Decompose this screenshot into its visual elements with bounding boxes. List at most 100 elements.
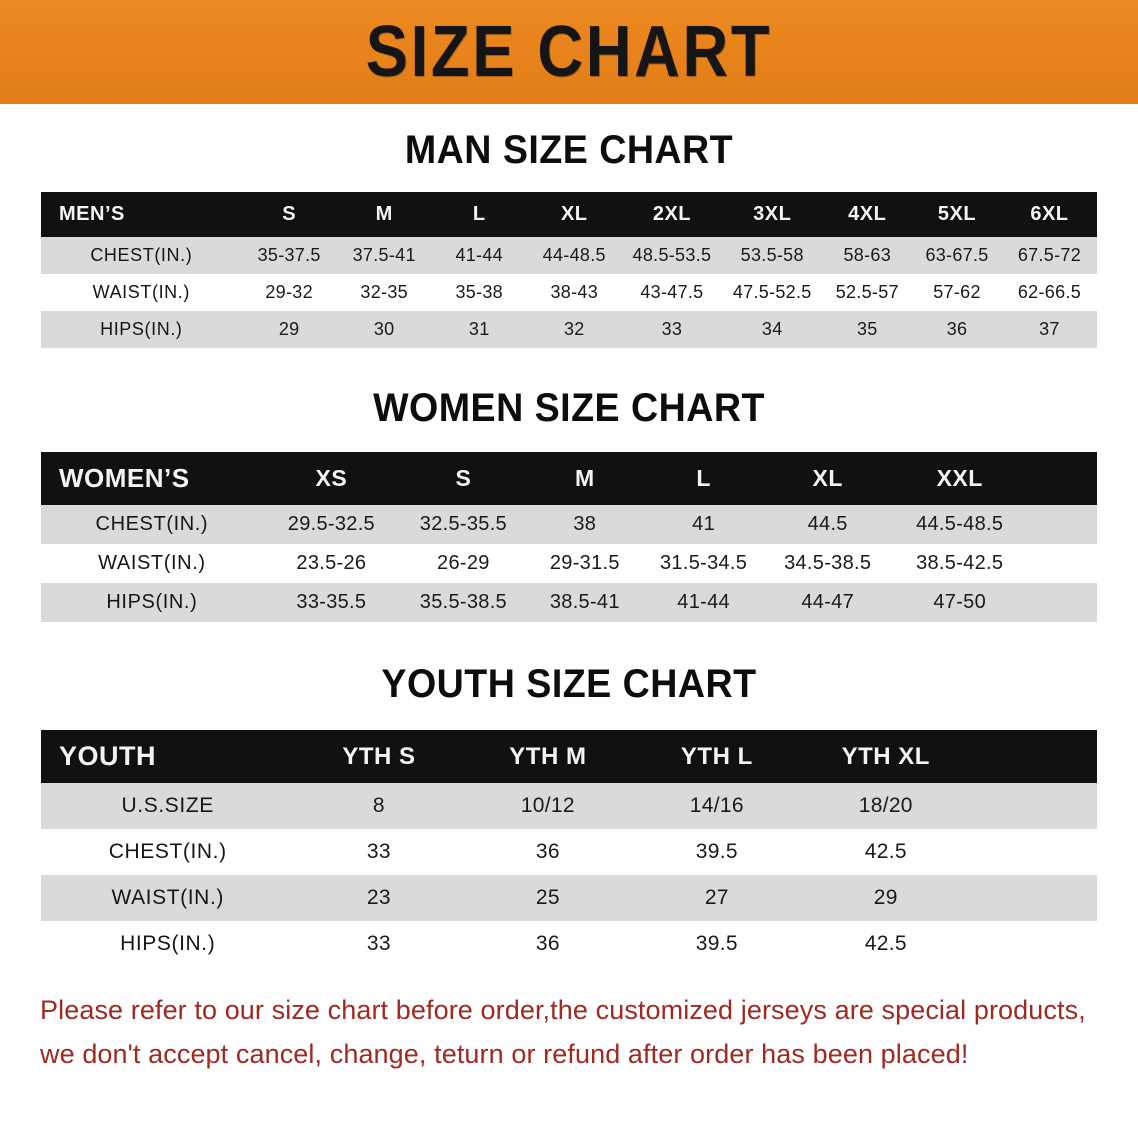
youth-table-body: U.S.SIZE 8 10/12 14/16 18/20 CHEST(IN.) … — [41, 783, 1097, 967]
man-hips-2xl: 33 — [621, 311, 723, 348]
youth-row-label-hips: HIPS(IN.) — [41, 921, 295, 967]
youth-size-header-l: YTH L — [680, 742, 753, 770]
man-section-title: MAN SIZE CHART — [404, 128, 734, 172]
man-row-label-hips: HIPS(IN.) — [41, 311, 242, 348]
women-section-title: WOMEN SIZE CHART — [373, 386, 765, 430]
youth-chest-xl: 42.5 — [801, 829, 971, 875]
man-hips-4xl: 35 — [822, 311, 913, 348]
man-waist-4xl: 52.5-57 — [822, 274, 913, 311]
page-banner: SIZE CHART — [0, 0, 1138, 104]
youth-hips-s: 33 — [294, 921, 464, 967]
women-hips-m: 38.5-41 — [526, 583, 643, 622]
women-hips-xl: 44-47 — [764, 583, 892, 622]
table-row: CHEST(IN.) 35-37.5 37.5-41 41-44 44-48.5… — [41, 237, 1097, 274]
women-chest-xs: 29.5-32.5 — [262, 505, 401, 544]
man-size-table: MEN’S S M L XL 2XL 3XL 4XL 5XL 6XL CHEST… — [41, 192, 1097, 348]
youth-category-header: YOUTH — [59, 741, 156, 771]
man-chest-m: 37.5-41 — [336, 237, 432, 274]
women-waist-m: 29-31.5 — [526, 544, 643, 583]
man-category-header: MEN’S — [59, 203, 125, 225]
man-waist-l: 35-38 — [431, 274, 527, 311]
man-chest-3xl: 53.5-58 — [722, 237, 823, 274]
youth-ussize-m: 10/12 — [463, 783, 633, 829]
man-table-body: CHEST(IN.) 35-37.5 37.5-41 41-44 44-48.5… — [41, 237, 1097, 348]
man-size-header-5xl: 5XL — [937, 203, 977, 225]
women-row-spacer — [1028, 505, 1097, 544]
women-table-wrapper: WOMEN’S XS S M L XL XXL CHEST(IN.) 29.5-… — [0, 452, 1138, 622]
youth-hips-xl: 42.5 — [801, 921, 971, 967]
man-size-header-s: S — [282, 203, 297, 225]
youth-row-label-chest: CHEST(IN.) — [41, 829, 295, 875]
man-waist-5xl: 57-62 — [912, 274, 1002, 311]
disclaimer-note: Please refer to our size chart before or… — [40, 989, 1104, 1076]
disclaimer-line-2: we don't accept cancel, change, teturn o… — [40, 1038, 969, 1069]
women-row-label-hips: HIPS(IN.) — [41, 583, 263, 622]
women-size-header-m: M — [574, 465, 595, 491]
youth-header-row: YOUTH YTH S YTH M YTH L YTH XL — [41, 730, 1097, 783]
youth-hips-m: 36 — [463, 921, 633, 967]
man-hips-5xl: 36 — [912, 311, 1002, 348]
women-size-header-xs: XS — [315, 465, 348, 491]
women-size-table: WOMEN’S XS S M L XL XXL CHEST(IN.) 29.5-… — [41, 452, 1097, 622]
man-hips-6xl: 37 — [1001, 311, 1097, 348]
women-row-label-chest: CHEST(IN.) — [41, 505, 263, 544]
women-row-spacer — [1028, 544, 1097, 583]
man-chest-s: 35-37.5 — [241, 237, 337, 274]
man-header-row: MEN’S S M L XL 2XL 3XL 4XL 5XL 6XL — [41, 192, 1097, 237]
youth-chest-m: 36 — [463, 829, 633, 875]
women-hips-xxl: 47-50 — [891, 583, 1029, 622]
table-row: WAIST(IN.) 29-32 32-35 35-38 38-43 43-47… — [41, 274, 1097, 311]
man-hips-3xl: 34 — [722, 311, 823, 348]
women-row-spacer — [1028, 583, 1097, 622]
man-size-header-l: L — [472, 203, 486, 225]
youth-waist-xl: 29 — [801, 875, 971, 921]
youth-chest-l: 39.5 — [632, 829, 802, 875]
table-row: CHEST(IN.) 29.5-32.5 32.5-35.5 38 41 44.… — [41, 505, 1097, 544]
man-waist-3xl: 47.5-52.5 — [722, 274, 823, 311]
man-hips-s: 29 — [241, 311, 337, 348]
man-waist-2xl: 43-47.5 — [621, 274, 723, 311]
table-row: HIPS(IN.) 33 36 39.5 42.5 — [41, 921, 1097, 967]
man-chest-l: 41-44 — [431, 237, 527, 274]
women-waist-s: 26-29 — [400, 544, 527, 583]
youth-waist-m: 25 — [463, 875, 633, 921]
women-waist-l: 31.5-34.5 — [642, 544, 765, 583]
youth-row-spacer — [970, 783, 1097, 829]
women-hips-xs: 33-35.5 — [262, 583, 401, 622]
youth-size-header-xl: YTH XL — [841, 742, 930, 770]
women-chest-s: 32.5-35.5 — [400, 505, 527, 544]
man-size-header-2xl: 2XL — [652, 203, 692, 225]
page-title: SIZE CHART — [365, 12, 773, 92]
women-size-header-xxl: XXL — [936, 465, 983, 491]
women-chest-xl: 44.5 — [764, 505, 892, 544]
women-waist-xxl: 38.5-42.5 — [891, 544, 1029, 583]
women-chest-l: 41 — [642, 505, 765, 544]
table-row: CHEST(IN.) 33 36 39.5 42.5 — [41, 829, 1097, 875]
disclaimer-line-1: Please refer to our size chart before or… — [40, 995, 1086, 1025]
women-waist-xl: 34.5-38.5 — [764, 544, 892, 583]
youth-row-spacer — [970, 829, 1097, 875]
women-hips-s: 35.5-38.5 — [400, 583, 527, 622]
women-chest-xxl: 44.5-48.5 — [891, 505, 1029, 544]
youth-row-label-us-size: U.S.SIZE — [41, 783, 295, 829]
women-row-label-waist: WAIST(IN.) — [41, 544, 263, 583]
table-row: HIPS(IN.) 33-35.5 35.5-38.5 38.5-41 41-4… — [41, 583, 1097, 622]
youth-chest-s: 33 — [294, 829, 464, 875]
women-waist-xs: 23.5-26 — [262, 544, 401, 583]
youth-ussize-s: 8 — [294, 783, 464, 829]
table-row: HIPS(IN.) 29 30 31 32 33 34 35 36 37 — [41, 311, 1097, 348]
youth-ussize-xl: 18/20 — [801, 783, 971, 829]
women-table-body: CHEST(IN.) 29.5-32.5 32.5-35.5 38 41 44.… — [41, 505, 1097, 622]
women-category-header: WOMEN’S — [59, 463, 190, 493]
man-table-wrapper: MEN’S S M L XL 2XL 3XL 4XL 5XL 6XL CHEST… — [0, 192, 1138, 348]
women-size-header-s: S — [455, 465, 472, 491]
youth-table-head: YOUTH YTH S YTH M YTH L YTH XL — [41, 730, 1097, 783]
man-size-header-m: M — [375, 203, 393, 225]
youth-table-wrapper: YOUTH YTH S YTH M YTH L YTH XL U.S.SIZE … — [0, 730, 1138, 967]
man-waist-xl: 38-43 — [526, 274, 622, 311]
youth-row-spacer — [970, 921, 1097, 967]
man-waist-s: 29-32 — [241, 274, 337, 311]
man-chest-6xl: 67.5-72 — [1001, 237, 1097, 274]
man-size-header-6xl: 6XL — [1030, 203, 1069, 225]
man-size-header-4xl: 4XL — [848, 203, 887, 225]
